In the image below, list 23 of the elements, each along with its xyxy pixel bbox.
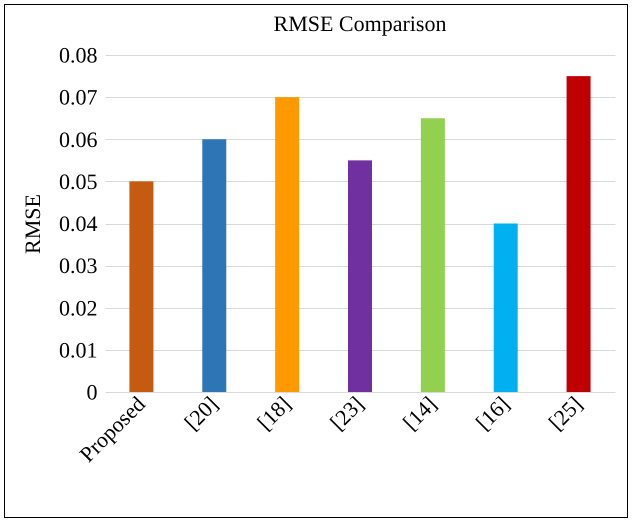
x-tick-label: [20] bbox=[179, 391, 223, 435]
y-tick-label: 0.03 bbox=[59, 253, 98, 278]
y-tick-label: 0.06 bbox=[59, 126, 98, 152]
y-tick-label: 0.07 bbox=[59, 84, 98, 110]
bar bbox=[420, 118, 445, 392]
y-tick-label: 0.05 bbox=[59, 168, 98, 194]
y-tick-label: 0.04 bbox=[59, 211, 98, 236]
chart-title: RMSE Comparison bbox=[274, 11, 446, 36]
bar bbox=[348, 160, 372, 392]
x-tick-label: [16] bbox=[470, 391, 514, 435]
y-tick-label: 0.01 bbox=[59, 337, 98, 362]
y-tick-label: 0.02 bbox=[59, 295, 98, 320]
y-axis-title: RMSE bbox=[20, 194, 45, 254]
bar bbox=[129, 181, 154, 392]
bar bbox=[202, 139, 226, 392]
bar bbox=[494, 224, 518, 392]
x-tick-label: [25] bbox=[543, 391, 588, 435]
x-tick-label: [18] bbox=[252, 391, 296, 435]
y-tick-label: 0.08 bbox=[59, 42, 98, 68]
x-tick-label: [14] bbox=[398, 391, 442, 435]
bar bbox=[275, 97, 300, 392]
bar bbox=[566, 76, 591, 392]
x-tick-label: [23] bbox=[324, 391, 368, 435]
